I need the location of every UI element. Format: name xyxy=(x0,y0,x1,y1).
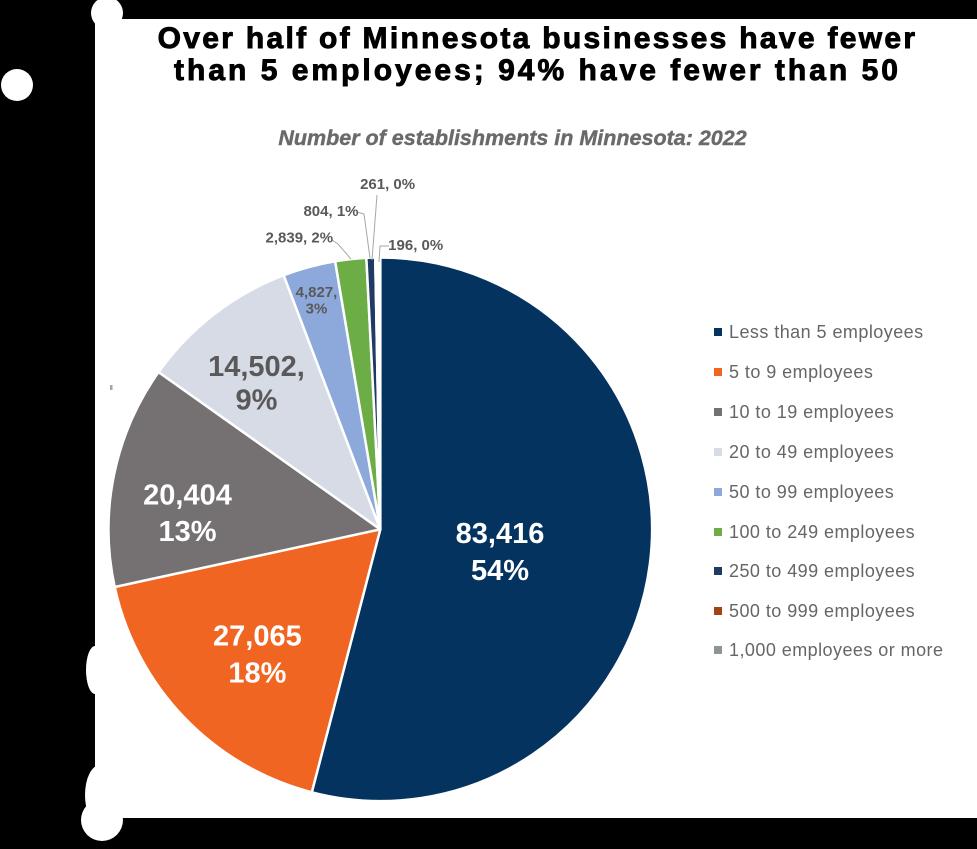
svg-text:20,404: 20,404 xyxy=(143,479,232,511)
svg-text:9%: 9% xyxy=(236,384,278,416)
svg-text:196, 0%: 196, 0% xyxy=(388,237,443,254)
svg-text:54%: 54% xyxy=(471,555,529,587)
svg-text:83,416: 83,416 xyxy=(456,518,545,550)
svg-text:261, 0%: 261, 0% xyxy=(360,176,415,193)
svg-text:13%: 13% xyxy=(158,516,216,548)
svg-text:804, 1%: 804, 1% xyxy=(303,203,358,220)
svg-text:14,502,: 14,502, xyxy=(208,351,305,383)
svg-text:4,827,: 4,827, xyxy=(296,284,338,301)
svg-text:27,065: 27,065 xyxy=(213,621,302,653)
svg-text:3%: 3% xyxy=(306,301,328,318)
svg-text:18%: 18% xyxy=(228,658,286,690)
svg-text:2,839, 2%: 2,839, 2% xyxy=(266,230,334,247)
